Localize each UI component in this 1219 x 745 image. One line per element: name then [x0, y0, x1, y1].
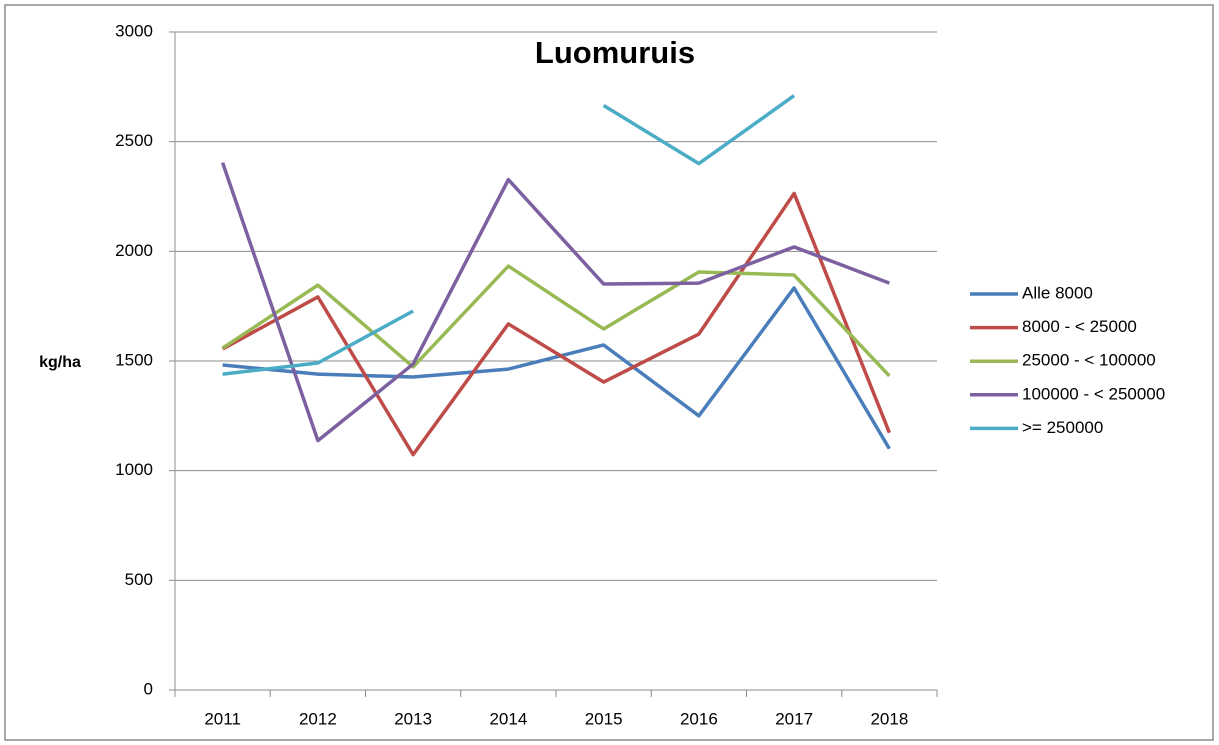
- x-tick-label: 2017: [775, 709, 813, 728]
- x-tick-label: 2012: [299, 709, 337, 728]
- y-axis-label: kg/ha: [39, 354, 81, 371]
- x-tick-label: 2011: [204, 709, 241, 728]
- y-tick-label: 2000: [115, 241, 153, 260]
- legend-label: 8000 - < 25000: [1022, 317, 1137, 336]
- chart-border: [4, 4, 1214, 741]
- series-line: [602, 94, 796, 166]
- x-tick-label: 2015: [585, 709, 623, 728]
- legend-label: >= 250000: [1022, 418, 1103, 437]
- series-line: [221, 264, 891, 378]
- x-tick-label: 2014: [489, 709, 527, 728]
- legend-label: 25000 - < 100000: [1022, 351, 1156, 370]
- series-line: [222, 286, 891, 450]
- y-tick-label: 2500: [115, 131, 153, 150]
- series-line: [221, 191, 892, 457]
- x-tick-label: 2016: [680, 709, 718, 728]
- x-tick-label: 2013: [394, 709, 432, 728]
- y-tick-label: 1000: [115, 460, 153, 479]
- legend-label: Alle 8000: [1022, 283, 1093, 302]
- legend-label: 100000 - < 250000: [1022, 384, 1165, 403]
- y-tick-label: 3000: [115, 21, 153, 40]
- y-tick-label: 0: [144, 679, 153, 698]
- y-tick-label: 500: [125, 570, 153, 589]
- series-line: [220, 162, 890, 443]
- chart-title: Luomuruis: [535, 35, 695, 70]
- y-tick-label: 1500: [115, 350, 153, 369]
- series-line: [222, 309, 414, 376]
- x-tick-label: 2018: [870, 709, 908, 728]
